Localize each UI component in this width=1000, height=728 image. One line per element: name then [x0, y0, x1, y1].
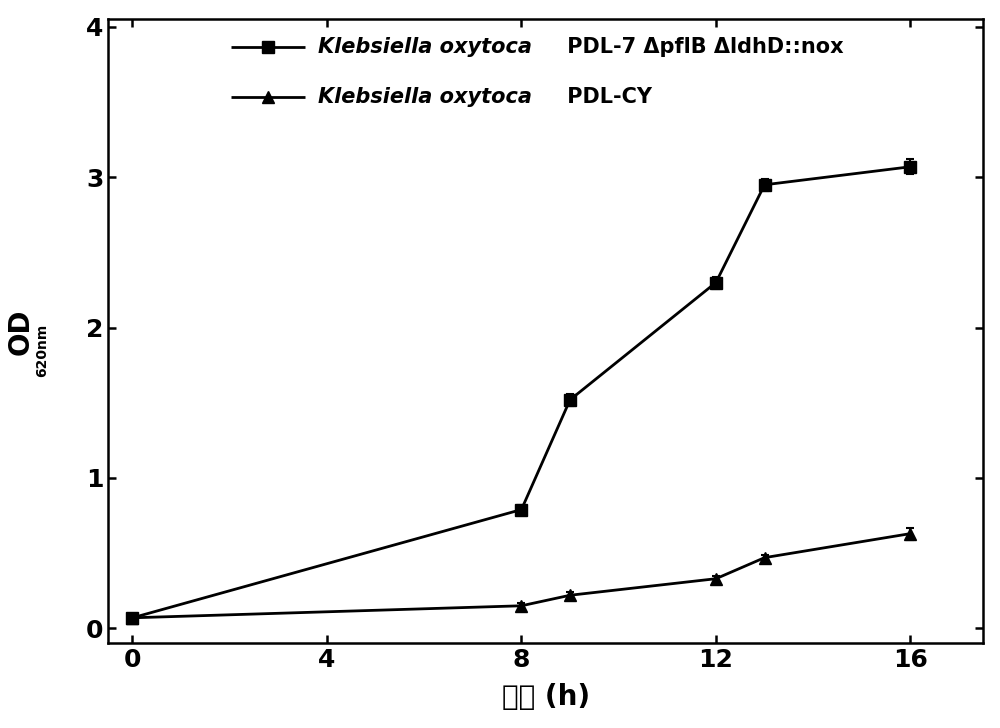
- Text: PDL-7 ΔpflB ΔldhD::nox: PDL-7 ΔpflB ΔldhD::nox: [560, 37, 843, 58]
- Text: 620nm: 620nm: [36, 323, 50, 376]
- Text: OD: OD: [7, 308, 35, 355]
- Text: Klebsiella oxytoca: Klebsiella oxytoca: [318, 37, 532, 58]
- X-axis label: 时间 (h): 时间 (h): [502, 684, 590, 711]
- Text: Klebsiella oxytoca: Klebsiella oxytoca: [318, 87, 532, 108]
- Text: PDL-CY: PDL-CY: [560, 87, 652, 108]
